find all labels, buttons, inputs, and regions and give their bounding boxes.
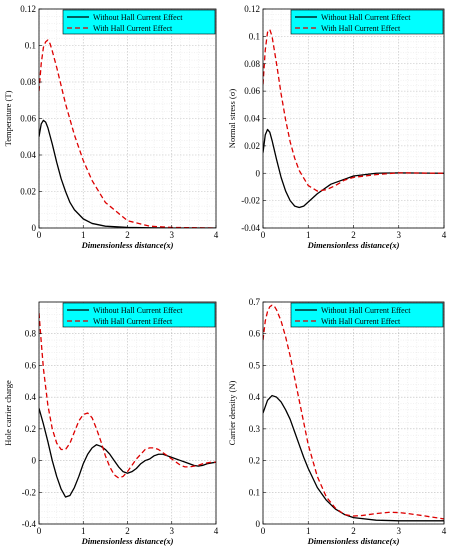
series-line-without-hall xyxy=(263,128,444,209)
x-tick-label: 3 xyxy=(170,526,175,536)
x-tick-label: 1 xyxy=(306,526,311,536)
y-tick-label: 0.4 xyxy=(249,392,261,402)
legend-label: Without Hall Current Effect xyxy=(93,306,183,315)
x-tick-label: 0 xyxy=(261,230,266,240)
x-tick-label: 4 xyxy=(442,526,447,536)
chart-panel-3: 0 1 2 3 4 -0.4 -0.2 0 0.2 0.4 0.6 0.8 Dimensionless … xyxy=(3,301,219,546)
x-tick-label: 2 xyxy=(125,526,130,536)
y-tick-label: 0.12 xyxy=(244,4,260,14)
y-tick-label: 0.06 xyxy=(20,114,36,124)
legend-label: Without Hall Current Effect xyxy=(321,306,411,315)
series-line-with-hall xyxy=(263,304,444,520)
y-tick-label: 0.04 xyxy=(20,150,36,160)
y-axis-title: Temperature (T) xyxy=(3,90,13,146)
chart-panel-2: 0 1 2 3 4 -0.04 -0.02 0 0.02 0.04 0.06 0.08 0.1 0.12 D… xyxy=(227,4,447,250)
x-tick-label: 0 xyxy=(37,230,42,240)
y-tick-label: 0 xyxy=(256,168,261,178)
legend: Without Hall Current Effect With Hall Cur… xyxy=(290,302,444,328)
x-axis-title: Dimensionless distance(x) xyxy=(81,536,174,546)
y-tick-label: 0.02 xyxy=(20,187,36,197)
legend-label: With Hall Current Effect xyxy=(321,24,401,33)
x-tick-label: 3 xyxy=(170,230,175,240)
x-tick-label: 0 xyxy=(261,526,266,536)
y-tick-label: 0.1 xyxy=(249,31,260,41)
y-tick-label: 0.08 xyxy=(20,77,36,87)
legend: Without Hall Current Effect With Hall Cur… xyxy=(62,9,216,35)
y-axis-title: Hole carrier charge xyxy=(3,380,13,446)
y-tick-label: 0.6 xyxy=(249,329,261,339)
y-tick-label: 0.08 xyxy=(244,59,260,69)
x-axis-title: Dimensionless distance(x) xyxy=(307,536,400,546)
series-line-without-hall xyxy=(39,408,216,498)
legend: Without Hall Current Effect With Hall Cur… xyxy=(290,9,444,35)
series-line-with-hall xyxy=(39,39,216,228)
y-tick-label: 0 xyxy=(256,519,261,529)
y-tick-label: 0.12 xyxy=(20,4,36,14)
x-tick-label: 2 xyxy=(351,230,356,240)
x-tick-label: 4 xyxy=(214,526,219,536)
x-tick-label: 3 xyxy=(397,526,402,536)
x-axis-title: Dimensionless distance(x) xyxy=(81,240,174,250)
y-tick-label: 0.02 xyxy=(244,141,260,151)
x-tick-label: 0 xyxy=(37,526,42,536)
y-tick-label: 0.2 xyxy=(25,424,36,434)
y-tick-label: 0.4 xyxy=(25,392,37,402)
y-axis-title: Normal stress (σ) xyxy=(227,89,237,149)
legend: Without Hall Current Effect With Hall Cur… xyxy=(62,302,216,328)
y-tick-label: 0.1 xyxy=(25,41,36,51)
legend-label: With Hall Current Effect xyxy=(321,317,401,326)
legend-label: Without Hall Current Effect xyxy=(321,13,411,22)
series-line-with-hall xyxy=(263,28,444,192)
x-tick-label: 1 xyxy=(306,230,311,240)
series-line-without-hall xyxy=(39,119,216,228)
y-tick-label: -0.4 xyxy=(22,519,37,529)
y-tick-label: 0.04 xyxy=(244,114,260,124)
legend-label: With Hall Current Effect xyxy=(93,24,173,33)
y-tick-label: 0 xyxy=(32,456,37,466)
series-line-without-hall xyxy=(263,394,444,522)
legend-box xyxy=(62,302,216,328)
chart-panel-1: 0 1 2 3 4 0 0.02 0.04 0.06 0.08 0.1 0.12 Dimensionle… xyxy=(3,4,219,250)
y-tick-label: 0.3 xyxy=(249,424,261,434)
x-tick-label: 3 xyxy=(397,230,402,240)
x-tick-label: 4 xyxy=(214,230,219,240)
y-tick-label: 0 xyxy=(32,223,37,233)
y-tick-label: -0.2 xyxy=(22,487,36,497)
y-tick-label: 0.2 xyxy=(249,456,260,466)
y-tick-label: 0.06 xyxy=(244,86,260,96)
x-tick-label: 1 xyxy=(81,230,86,240)
y-tick-label: 0.7 xyxy=(249,297,261,307)
legend-box xyxy=(62,9,216,35)
legend-box xyxy=(290,302,444,328)
y-tick-label: 0.8 xyxy=(25,329,37,339)
y-tick-label: -0.02 xyxy=(241,196,260,206)
y-tick-label: 0.5 xyxy=(249,360,261,370)
x-tick-label: 4 xyxy=(442,230,447,240)
series-line-with-hall xyxy=(39,313,216,479)
x-tick-label: 2 xyxy=(125,230,130,240)
legend-label: With Hall Current Effect xyxy=(93,317,173,326)
x-axis-title: Dimensionless distance(x) xyxy=(307,240,400,250)
legend-label: Without Hall Current Effect xyxy=(93,13,183,22)
y-tick-label: -0.04 xyxy=(241,223,260,233)
y-tick-label: 0.6 xyxy=(25,360,37,370)
y-axis-title: Carrier density (N) xyxy=(227,380,237,445)
legend-box xyxy=(290,9,444,35)
x-tick-label: 1 xyxy=(81,526,86,536)
y-tick-label: 0.1 xyxy=(249,487,260,497)
x-tick-label: 2 xyxy=(351,526,356,536)
chart-panel-4: 0 1 2 3 4 0 0.1 0.2 0.3 0.4 0.5 0.6 0.7 Dimensionless… xyxy=(227,297,447,546)
